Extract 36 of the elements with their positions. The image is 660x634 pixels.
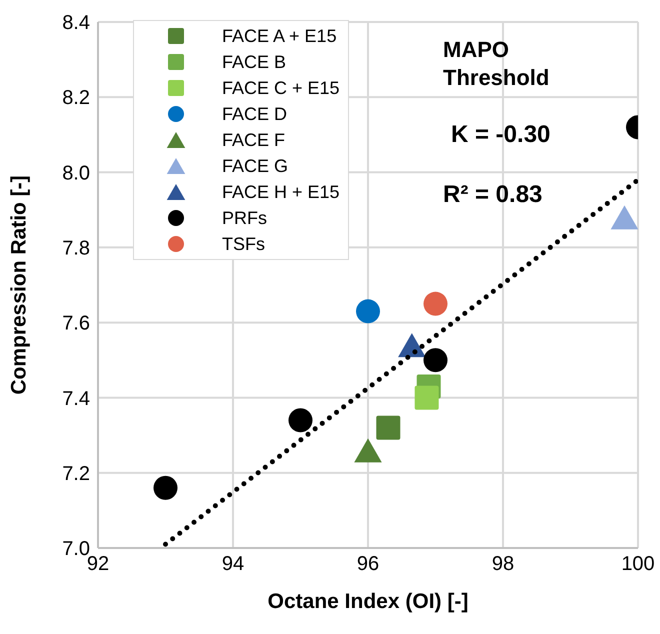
point [610, 205, 638, 230]
point [414, 386, 439, 410]
legend-label: FACE B [222, 52, 286, 72]
point [424, 348, 448, 372]
point [376, 416, 400, 440]
x-axis-title: Octane Index (OI) [-] [268, 590, 468, 613]
legend-label: FACE D [222, 104, 288, 124]
legend-label: TSFs [222, 234, 265, 254]
x-tick-label: 94 [222, 553, 244, 576]
x-tick-label: 100 [621, 553, 655, 576]
point [154, 476, 178, 500]
annotation: R² = 0.83 [443, 180, 544, 210]
y-tick-label: 8.0 [62, 162, 90, 184]
legend-label: FACE G [222, 156, 288, 176]
y-tick-label: 8.4 [62, 12, 90, 34]
x-tick-label: 98 [492, 553, 514, 576]
y-tick-label: 7.4 [62, 388, 90, 410]
y-tick-label: 7.2 [62, 462, 90, 485]
x-tick-label: 92 [86, 553, 110, 576]
annotation: MAPO Threshold [443, 36, 550, 91]
point [398, 333, 426, 358]
y-tick-label: 7.8 [62, 238, 90, 260]
point [356, 299, 380, 324]
legend-label: FACE H + E15 [222, 182, 340, 202]
y-axis-title: Compression Ratio [-] [7, 175, 30, 395]
x-tick-label: 96 [356, 553, 380, 576]
annotation: K = -0.30 [451, 120, 552, 150]
y-tick-label: 7.6 [62, 312, 90, 335]
y-tick-label: 8.2 [62, 87, 90, 110]
legend-label: FACE C + E15 [222, 78, 340, 98]
legend-label: FACE A + E15 [222, 26, 337, 46]
point [288, 408, 312, 432]
point [354, 438, 382, 462]
point [424, 292, 448, 316]
legend-label: PRFs [222, 208, 267, 228]
legend-label: FACE F [222, 130, 286, 150]
